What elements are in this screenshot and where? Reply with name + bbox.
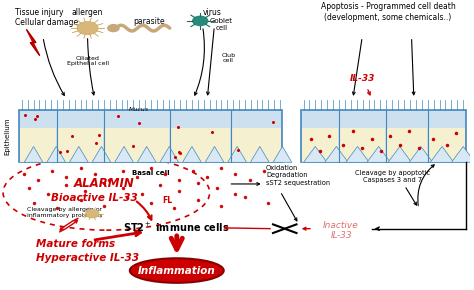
- Text: ALARMIN: ALARMIN: [73, 177, 134, 191]
- Polygon shape: [27, 30, 40, 55]
- Text: virus: virus: [202, 8, 221, 17]
- Circle shape: [77, 22, 98, 35]
- Polygon shape: [346, 146, 369, 162]
- FancyBboxPatch shape: [302, 128, 338, 162]
- Polygon shape: [250, 146, 269, 162]
- FancyBboxPatch shape: [58, 128, 103, 162]
- Polygon shape: [160, 146, 179, 162]
- Text: Tissue injury
Cellular damage: Tissue injury Cellular damage: [15, 8, 78, 27]
- Circle shape: [193, 16, 208, 26]
- Polygon shape: [137, 146, 156, 162]
- Polygon shape: [69, 146, 88, 162]
- Text: Ciliated
Epithelial cell: Ciliated Epithelial cell: [66, 55, 109, 66]
- Text: Hyperactive IL-33: Hyperactive IL-33: [36, 253, 139, 263]
- Ellipse shape: [130, 258, 224, 283]
- FancyBboxPatch shape: [20, 128, 56, 162]
- Polygon shape: [47, 146, 65, 162]
- Polygon shape: [451, 146, 474, 162]
- Text: ST2$^+$ immune cells: ST2$^+$ immune cells: [124, 221, 230, 234]
- FancyBboxPatch shape: [19, 110, 283, 162]
- FancyBboxPatch shape: [340, 128, 385, 162]
- Polygon shape: [182, 146, 201, 162]
- Polygon shape: [24, 146, 43, 162]
- Text: Bioactive IL-33: Bioactive IL-33: [51, 193, 138, 203]
- Polygon shape: [205, 146, 224, 162]
- Polygon shape: [325, 146, 348, 162]
- FancyBboxPatch shape: [301, 110, 465, 162]
- Circle shape: [108, 25, 119, 32]
- FancyBboxPatch shape: [105, 128, 169, 162]
- Text: Apoptosis - Programmed cell death
(development, some chemicals..): Apoptosis - Programmed cell death (devel…: [321, 2, 456, 22]
- Polygon shape: [115, 146, 134, 162]
- Text: FL: FL: [163, 196, 173, 205]
- FancyBboxPatch shape: [171, 128, 230, 162]
- Text: IL-33: IL-33: [349, 74, 375, 83]
- FancyBboxPatch shape: [429, 128, 465, 162]
- Text: parasite: parasite: [133, 17, 164, 26]
- FancyBboxPatch shape: [387, 128, 427, 162]
- Polygon shape: [303, 146, 327, 162]
- Text: Epithelium: Epithelium: [5, 117, 11, 155]
- Polygon shape: [273, 146, 292, 162]
- Text: Basal cell: Basal cell: [132, 170, 170, 175]
- Text: Mature forms: Mature forms: [36, 239, 115, 249]
- Text: IL-33: IL-33: [330, 231, 352, 240]
- Text: Oxidation
Degradation
sST2 sequestration: Oxidation Degradation sST2 sequestration: [266, 165, 330, 186]
- Text: Mucus: Mucus: [129, 107, 149, 112]
- Polygon shape: [430, 146, 454, 162]
- Polygon shape: [228, 146, 246, 162]
- Text: Inflammation: Inflammation: [138, 266, 216, 275]
- Text: Club
cell: Club cell: [221, 53, 236, 64]
- Text: Cleavage by apoptotic
Caspases 3 and 7: Cleavage by apoptotic Caspases 3 and 7: [355, 170, 430, 184]
- FancyBboxPatch shape: [232, 128, 282, 162]
- Polygon shape: [367, 146, 391, 162]
- Circle shape: [86, 210, 99, 218]
- Polygon shape: [388, 146, 411, 162]
- Polygon shape: [409, 146, 433, 162]
- Text: Cleavage by allergen or
inflammatory proteases: Cleavage by allergen or inflammatory pro…: [27, 207, 102, 218]
- Polygon shape: [92, 146, 111, 162]
- Text: Goblet
cell: Goblet cell: [210, 18, 233, 31]
- Text: allergen: allergen: [72, 8, 103, 17]
- Text: Inactive: Inactive: [323, 221, 359, 230]
